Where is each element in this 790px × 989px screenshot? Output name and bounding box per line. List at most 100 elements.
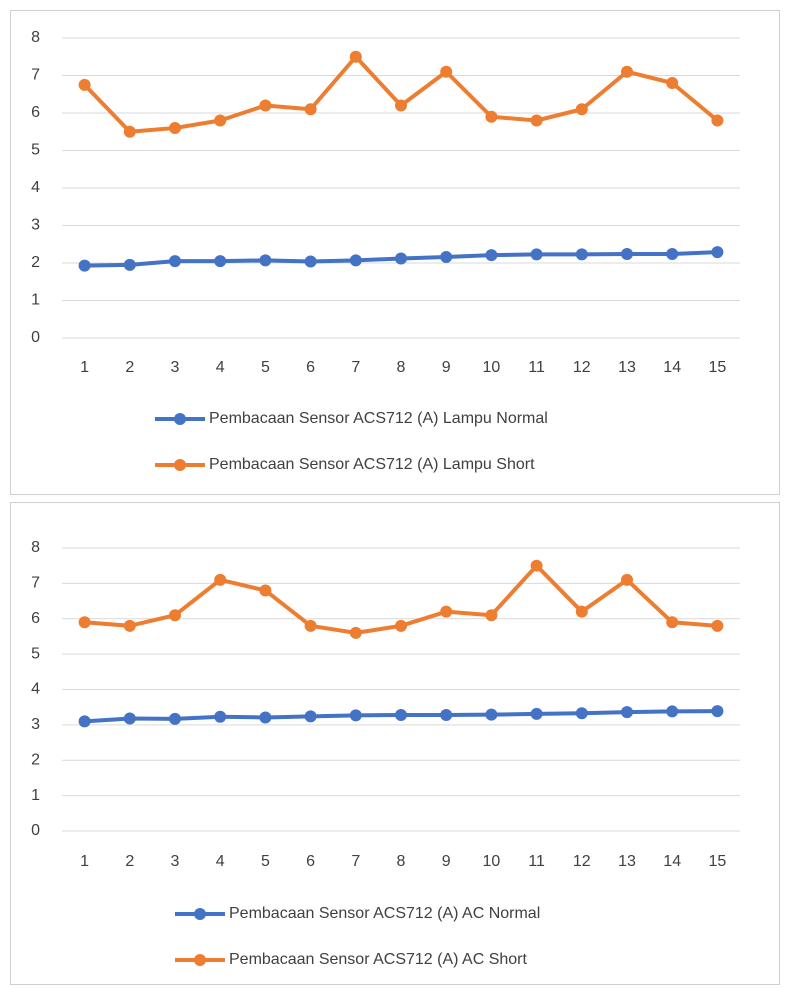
- marker: [440, 605, 453, 618]
- x-tick-label: 8: [397, 853, 406, 870]
- x-tick-label: 10: [483, 853, 501, 870]
- x-tick-label: 2: [125, 359, 134, 376]
- legend-label: Pembacaan Sensor ACS712 (A) AC Normal: [229, 905, 540, 922]
- x-tick-label: 1: [80, 853, 89, 870]
- legend-marker: [194, 954, 206, 966]
- legend-marker: [174, 413, 186, 425]
- x-tick-label: 13: [618, 853, 636, 870]
- x-tick-label: 15: [709, 853, 727, 870]
- marker: [349, 626, 362, 639]
- legend-marker: [174, 459, 186, 471]
- y-tick-label: 1: [31, 787, 40, 804]
- marker: [304, 619, 317, 632]
- x-tick-label: 11: [528, 853, 545, 870]
- marker: [621, 65, 633, 78]
- marker: [259, 99, 272, 112]
- marker: [530, 559, 543, 572]
- marker: [621, 248, 633, 260]
- y-tick-label: 1: [31, 292, 40, 309]
- y-tick-label: 0: [31, 822, 40, 839]
- x-tick-label: 14: [663, 359, 681, 376]
- y-tick-label: 8: [31, 539, 40, 556]
- legend-label: Pembacaan Sensor ACS712 (A) Lampu Normal: [209, 410, 548, 427]
- marker: [621, 706, 633, 719]
- marker: [440, 708, 453, 721]
- x-tick-label: 9: [442, 853, 451, 870]
- y-tick-label: 2: [31, 254, 40, 271]
- marker: [711, 705, 724, 718]
- marker: [349, 50, 362, 63]
- x-tick-label: 12: [573, 359, 591, 376]
- marker: [440, 65, 453, 78]
- x-tick-label: 12: [573, 853, 591, 870]
- marker: [123, 125, 136, 138]
- y-tick-label: 2: [31, 751, 40, 768]
- marker: [349, 709, 362, 722]
- marker: [395, 99, 407, 112]
- y-tick-label: 6: [31, 104, 40, 121]
- marker: [259, 711, 272, 724]
- marker: [259, 254, 272, 267]
- marker: [169, 712, 181, 725]
- marker: [440, 251, 453, 263]
- marker: [214, 573, 227, 586]
- y-tick-label: 3: [31, 217, 40, 234]
- x-tick-label: 14: [663, 853, 681, 870]
- x-tick-label: 10: [483, 359, 501, 376]
- marker: [666, 616, 679, 629]
- x-tick-label: 4: [216, 853, 225, 870]
- marker: [78, 616, 91, 629]
- marker: [78, 715, 91, 728]
- marker: [123, 258, 136, 271]
- marker: [304, 255, 317, 268]
- y-tick-label: 4: [31, 179, 40, 196]
- marker: [666, 248, 679, 260]
- marker: [214, 710, 227, 723]
- x-tick-label: 13: [618, 359, 636, 376]
- x-tick-label: 15: [709, 359, 727, 376]
- marker: [575, 707, 588, 720]
- x-tick-label: 11: [528, 359, 545, 376]
- x-tick-label: 3: [171, 853, 180, 870]
- marker: [530, 114, 543, 127]
- marker: [485, 249, 498, 262]
- x-tick-label: 1: [80, 359, 89, 376]
- marker: [621, 573, 633, 586]
- marker: [349, 254, 362, 267]
- marker: [304, 103, 317, 116]
- marker: [78, 259, 91, 272]
- marker: [123, 712, 136, 725]
- x-tick-label: 9: [442, 359, 451, 376]
- y-tick-label: 7: [31, 67, 40, 84]
- marker: [575, 605, 588, 618]
- y-tick-label: 6: [31, 610, 40, 627]
- legend-label: Pembacaan Sensor ACS712 (A) Lampu Short: [209, 456, 535, 473]
- marker: [214, 255, 227, 268]
- marker: [711, 619, 724, 632]
- x-tick-label: 6: [306, 359, 315, 376]
- y-tick-label: 8: [31, 29, 40, 46]
- marker: [169, 122, 181, 134]
- marker: [395, 619, 407, 632]
- x-tick-label: 5: [261, 853, 270, 870]
- legend-marker: [194, 908, 206, 920]
- marker: [530, 248, 543, 261]
- marker: [78, 78, 91, 91]
- x-tick-label: 3: [171, 359, 180, 376]
- marker: [395, 708, 407, 721]
- marker: [485, 110, 498, 123]
- y-tick-label: 3: [31, 716, 40, 733]
- marker: [485, 609, 498, 622]
- chart-frame: [10, 502, 780, 985]
- y-tick-label: 0: [31, 329, 40, 346]
- x-tick-label: 8: [397, 359, 406, 376]
- y-tick-label: 5: [31, 645, 40, 662]
- marker: [123, 619, 136, 632]
- marker: [304, 710, 317, 723]
- x-tick-label: 2: [125, 853, 134, 870]
- y-tick-label: 7: [31, 575, 40, 592]
- x-tick-label: 7: [351, 359, 360, 376]
- marker: [395, 252, 407, 265]
